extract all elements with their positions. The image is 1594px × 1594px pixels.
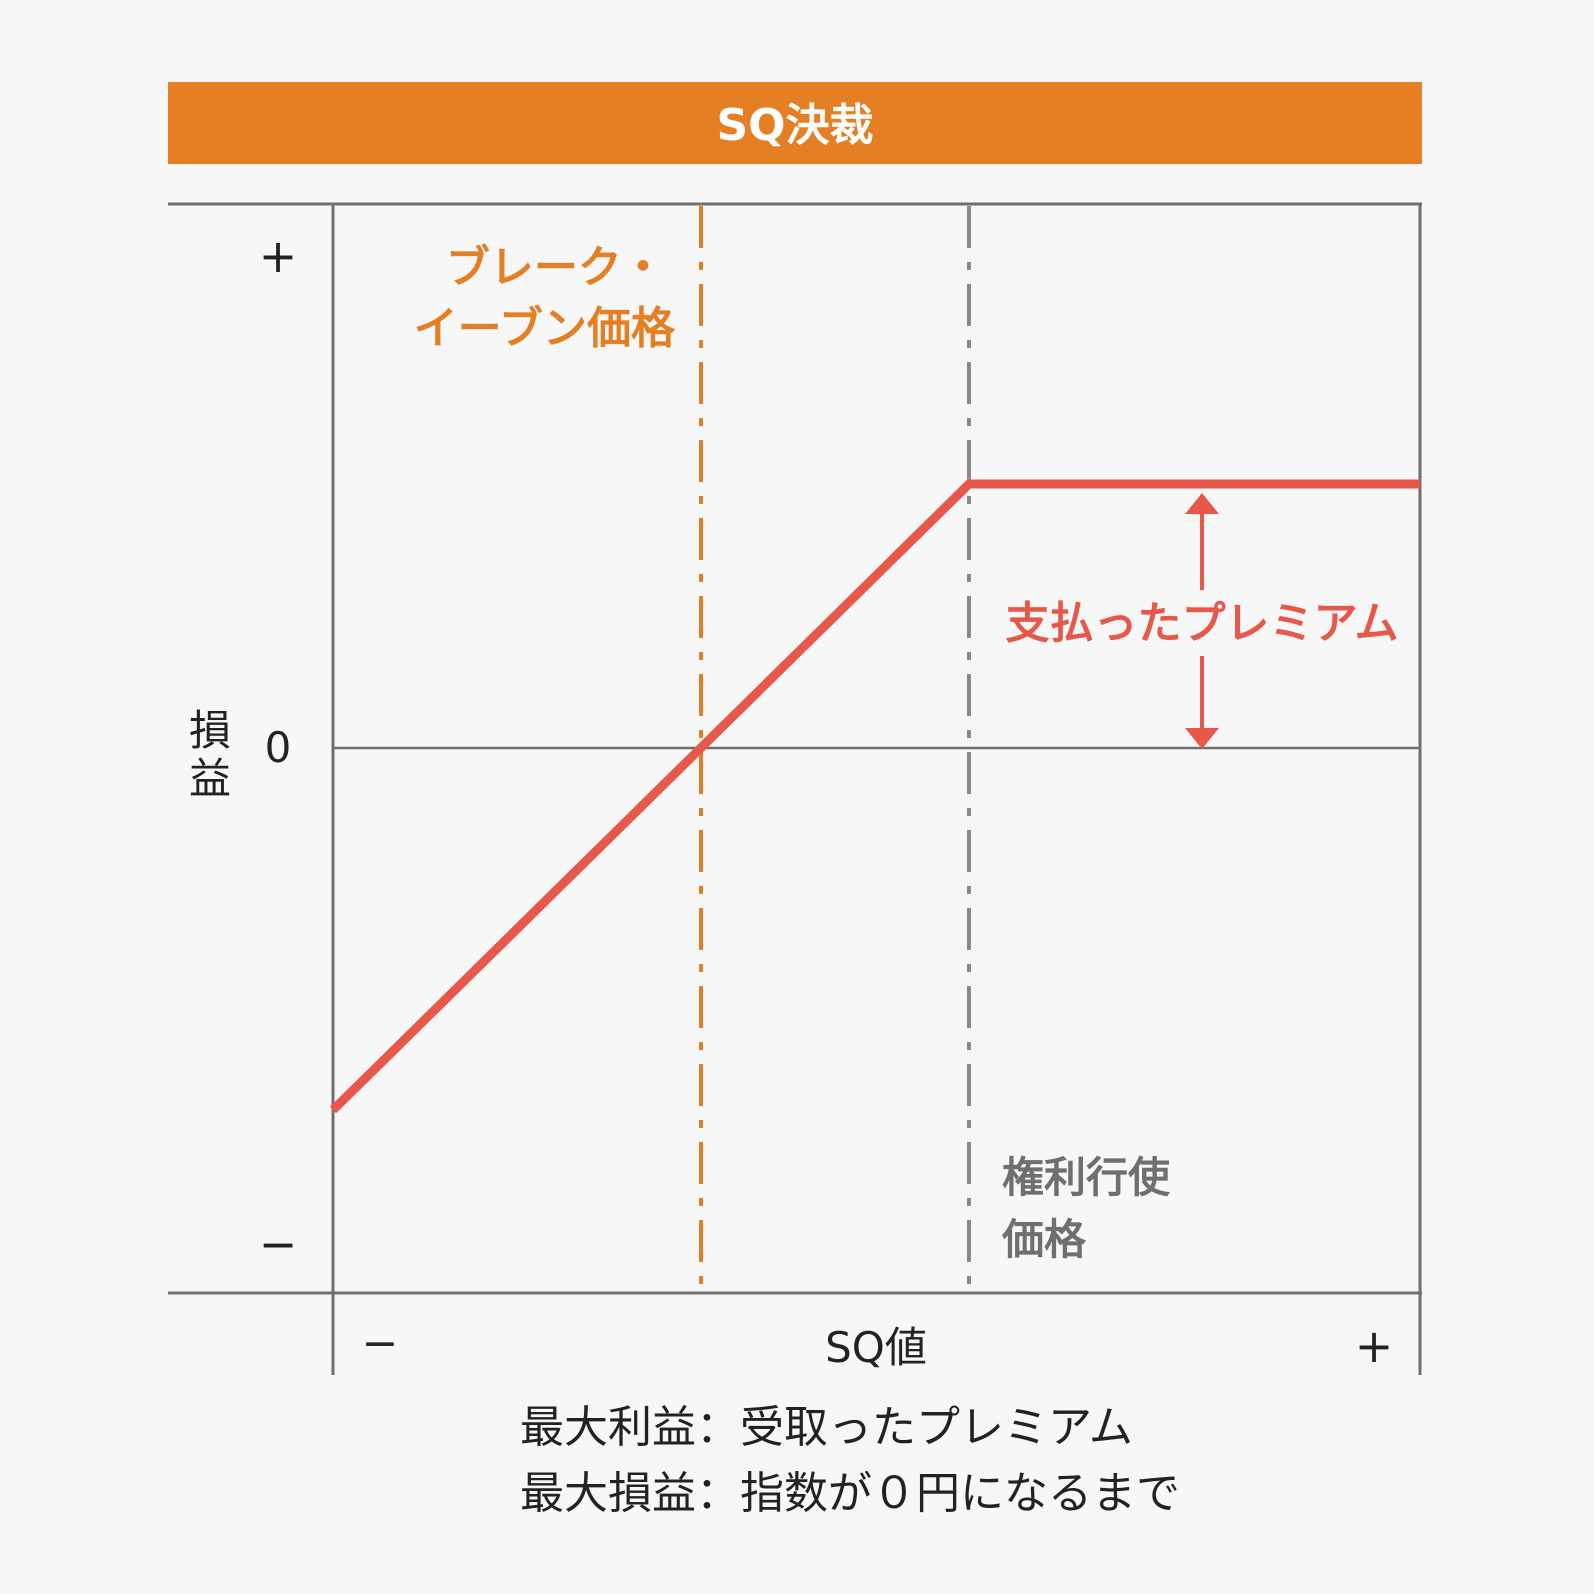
x-axis-title: SQ値 [825, 1323, 927, 1372]
premium-arrow-down-head [1185, 728, 1219, 749]
y-axis-minus-label: − [259, 1217, 298, 1271]
y-axis-zero-label: 0 [265, 723, 292, 772]
y-axis-plus-label: + [259, 229, 298, 283]
x-axis-minus-label: − [362, 1318, 399, 1369]
header-title: SQ決裁 [716, 100, 873, 151]
strike-price-label-line1: 権利行使 [1002, 1153, 1171, 1202]
header-bar [168, 82, 1422, 164]
x-axis-plus-label: + [1355, 1319, 1394, 1373]
premium-arrow-up-head [1185, 493, 1219, 514]
strike-price-label-line2: 価格 [1001, 1215, 1087, 1264]
y-axis-title: 損益 [189, 706, 231, 803]
max-loss-text: 最大損益：指数が０円になるまで [520, 1468, 1180, 1519]
premium-label: 支払ったプレミアム [1006, 598, 1399, 649]
max-profit-text: 最大利益：受取ったプレミアム [520, 1402, 1133, 1453]
break-even-label-line1: ブレーク・ [446, 242, 665, 293]
break-even-label-line2: イーブン価格 [414, 303, 676, 354]
payoff-line [329, 479, 1420, 1114]
